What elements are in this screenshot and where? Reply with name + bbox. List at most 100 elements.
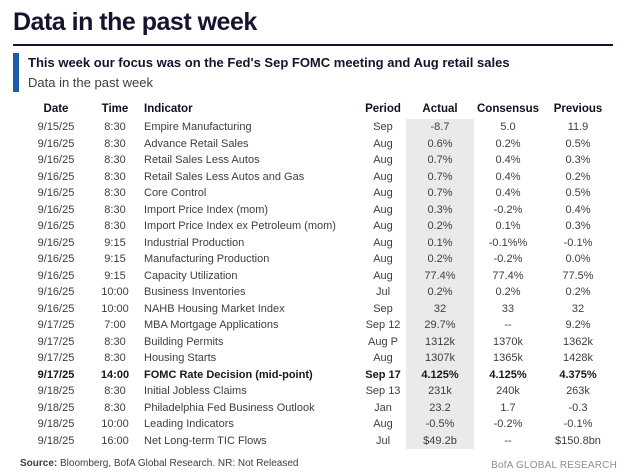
time-cell: 9:15 — [104, 269, 126, 282]
indicator-cell: Import Price Index (mom) — [144, 203, 269, 216]
period-cell: Jul — [375, 434, 391, 447]
date-cell: 9/15/25 — [37, 121, 75, 133]
table-row: 9/16/25 8:30 Retail Sales Less Autos and G… — [20, 168, 614, 185]
date-cell: 9/17/25 — [37, 368, 75, 381]
actual-cell: 0.7% — [406, 185, 474, 202]
indicator-cell: Import Price Index ex Petroleum (mom) — [144, 220, 336, 232]
period-cell: Aug — [373, 137, 393, 150]
period-cell: Aug — [373, 418, 393, 430]
table-header: Date Time Indicator Period Actual Consen… — [20, 103, 614, 119]
indicator-cell: Industrial Production — [144, 236, 245, 249]
date-cell: 9/16/25 — [37, 137, 75, 150]
indicator-cell: Retail Sales Less Autos and Gas — [144, 170, 305, 183]
date-cell: 9/16/25 — [37, 286, 75, 298]
previous-cell: 1362k — [563, 335, 593, 348]
actual-cell: 0.2% — [406, 284, 474, 301]
actual-cell: 77.4% — [406, 267, 474, 284]
date-cell: 9/16/25 — [37, 220, 75, 232]
actual-cell: 0.1% — [406, 234, 474, 251]
accent-bar — [13, 53, 19, 92]
date-cell: 9/18/25 — [37, 401, 75, 414]
consensus-cell: 0.4% — [495, 170, 521, 183]
economic-data-table: Date Time Indicator Period Actual Consen… — [20, 103, 614, 449]
consensus-cell: -0.2% — [493, 203, 523, 216]
period-cell: Sep — [373, 121, 393, 133]
table-row: 9/17/25 8:30 Housing Starts Aug 1307k 1365k 14… — [20, 350, 614, 367]
period-cell: Aug — [373, 352, 393, 364]
time-cell: 8:30 — [104, 352, 126, 364]
table-row: 9/16/25 9:15 Manufacturing Production Aug 0.… — [20, 251, 614, 268]
period-cell: Aug — [373, 154, 393, 166]
previous-cell: 0.5% — [565, 187, 591, 199]
time-cell: 7:00 — [104, 319, 126, 331]
actual-cell: 29.7% — [406, 317, 474, 334]
page-title: Data in the past week — [13, 8, 613, 46]
time-cell: 8:30 — [104, 187, 126, 199]
table-row: 9/16/25 9:15 Capacity Utilization Aug 77.4% 7… — [20, 267, 614, 284]
actual-cell: 0.3% — [406, 201, 474, 218]
date-cell: 9/16/25 — [37, 170, 75, 183]
table-row: 9/15/25 8:30 Empire Manufacturing Sep -8.7 5.… — [20, 119, 614, 136]
previous-cell: 77.5% — [562, 269, 594, 282]
source-text: Bloomberg, BofA Global Research. NR: Not… — [57, 458, 299, 469]
indicator-cell: Leading Indicators — [144, 418, 234, 430]
time-cell: 8:30 — [104, 335, 126, 348]
header-time: Time — [101, 103, 129, 115]
time-cell: 8:30 — [104, 154, 126, 166]
callout-text: This week our focus was on the Fed's Sep… — [28, 53, 510, 92]
consensus-cell: 240k — [496, 385, 520, 397]
indicator-cell: Advance Retail Sales — [144, 137, 249, 150]
indicator-cell: Philadelphia Fed Business Outlook — [144, 401, 315, 414]
callout-headline: This week our focus was on the Fed's Sep… — [28, 55, 510, 70]
previous-cell: 0.0% — [565, 253, 591, 265]
consensus-cell: 1365k — [493, 352, 523, 364]
indicator-cell: MBA Mortgage Applications — [144, 319, 279, 331]
time-cell: 10:00 — [101, 286, 129, 298]
time-cell: 9:15 — [104, 236, 126, 249]
date-cell: 9/16/25 — [37, 187, 75, 199]
indicator-cell: Retail Sales Less Autos — [144, 154, 260, 166]
consensus-cell: -0.2% — [493, 253, 523, 265]
consensus-cell: 5.0 — [500, 121, 516, 133]
actual-cell: 0.7% — [406, 152, 474, 169]
actual-cell: 1312k — [406, 333, 474, 350]
previous-cell: -0.1% — [563, 236, 593, 249]
period-cell: Aug P — [368, 335, 398, 348]
actual-cell: 0.2% — [406, 251, 474, 268]
period-cell: Sep 13 — [365, 385, 401, 397]
source-label: Source: — [20, 458, 58, 469]
indicator-cell: Initial Jobless Claims — [144, 385, 247, 397]
previous-cell: 0.2% — [565, 170, 591, 183]
actual-cell: -0.5% — [406, 416, 474, 433]
table-row: 9/18/25 16:00 Net Long-term TIC Flows Jul $4… — [20, 432, 614, 449]
indicator-cell: Building Permits — [144, 335, 224, 348]
table-row: 9/16/25 8:30 Advance Retail Sales Aug 0.6% 0.… — [20, 135, 614, 152]
actual-cell: 23.2 — [406, 399, 474, 416]
consensus-cell: 0.1% — [495, 220, 521, 232]
indicator-cell: FOMC Rate Decision (mid-point) — [144, 368, 313, 381]
source-note: Source: Bloomberg, BofA Global Research.… — [20, 458, 613, 469]
consensus-cell: -0.2% — [493, 418, 523, 430]
previous-cell: 4.375% — [559, 368, 597, 381]
table-row: 9/16/25 8:30 Retail Sales Less Autos Aug 0.7… — [20, 152, 614, 169]
header-row: Date Time Indicator Period Actual Consen… — [20, 103, 614, 119]
period-cell: Aug — [373, 170, 393, 183]
actual-cell: $49.2b — [406, 432, 474, 449]
indicator-cell: Business Inventories — [144, 286, 246, 298]
table-row: 9/17/25 8:30 Building Permits Aug P 1312k 137… — [20, 333, 614, 350]
time-cell: 8:30 — [104, 121, 126, 133]
date-cell: 9/18/25 — [37, 385, 75, 397]
period-cell: Aug — [373, 220, 393, 232]
date-cell: 9/17/25 — [37, 319, 75, 331]
consensus-cell: 1370k — [493, 335, 523, 348]
consensus-cell: 1.7 — [500, 401, 516, 414]
indicator-cell: Capacity Utilization — [144, 269, 238, 282]
date-cell: 9/16/25 — [37, 253, 75, 265]
table-row: 9/16/25 10:00 NAHB Housing Market Index Sep… — [20, 300, 614, 317]
previous-cell: 0.5% — [565, 137, 591, 150]
actual-cell: 32 — [406, 300, 474, 317]
table-row: 9/16/25 8:30 Import Price Index ex Petrole… — [20, 218, 614, 235]
actual-cell: 1307k — [406, 350, 474, 367]
date-cell: 9/16/25 — [37, 203, 75, 216]
